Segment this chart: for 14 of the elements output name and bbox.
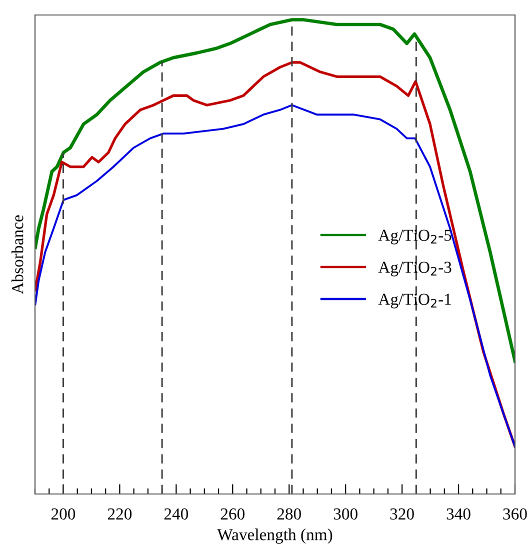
y-axis-title: Absorbance bbox=[12, 215, 24, 294]
x-tick-label: 320 bbox=[390, 508, 414, 520]
legend-label: Ag/TiO$_{2}$-1 bbox=[378, 294, 451, 308]
x-tick-label: 280 bbox=[277, 508, 301, 520]
x-tick-label: 300 bbox=[334, 508, 358, 520]
x-tick-label: 260 bbox=[220, 508, 245, 520]
x-tick-label: 360 bbox=[503, 508, 527, 520]
x-tick-label: 220 bbox=[108, 508, 132, 520]
legend-label: Ag/TiO$_{2}$-3 bbox=[378, 262, 452, 276]
x-tick-label: 340 bbox=[446, 508, 470, 520]
x-tick-label: 240 bbox=[164, 508, 188, 520]
legend-label: Ag/TiO$_{2}$-5 bbox=[378, 230, 452, 244]
x-axis-title: Wavelength (nm) bbox=[217, 528, 332, 544]
x-tick-label: 200 bbox=[51, 508, 76, 520]
